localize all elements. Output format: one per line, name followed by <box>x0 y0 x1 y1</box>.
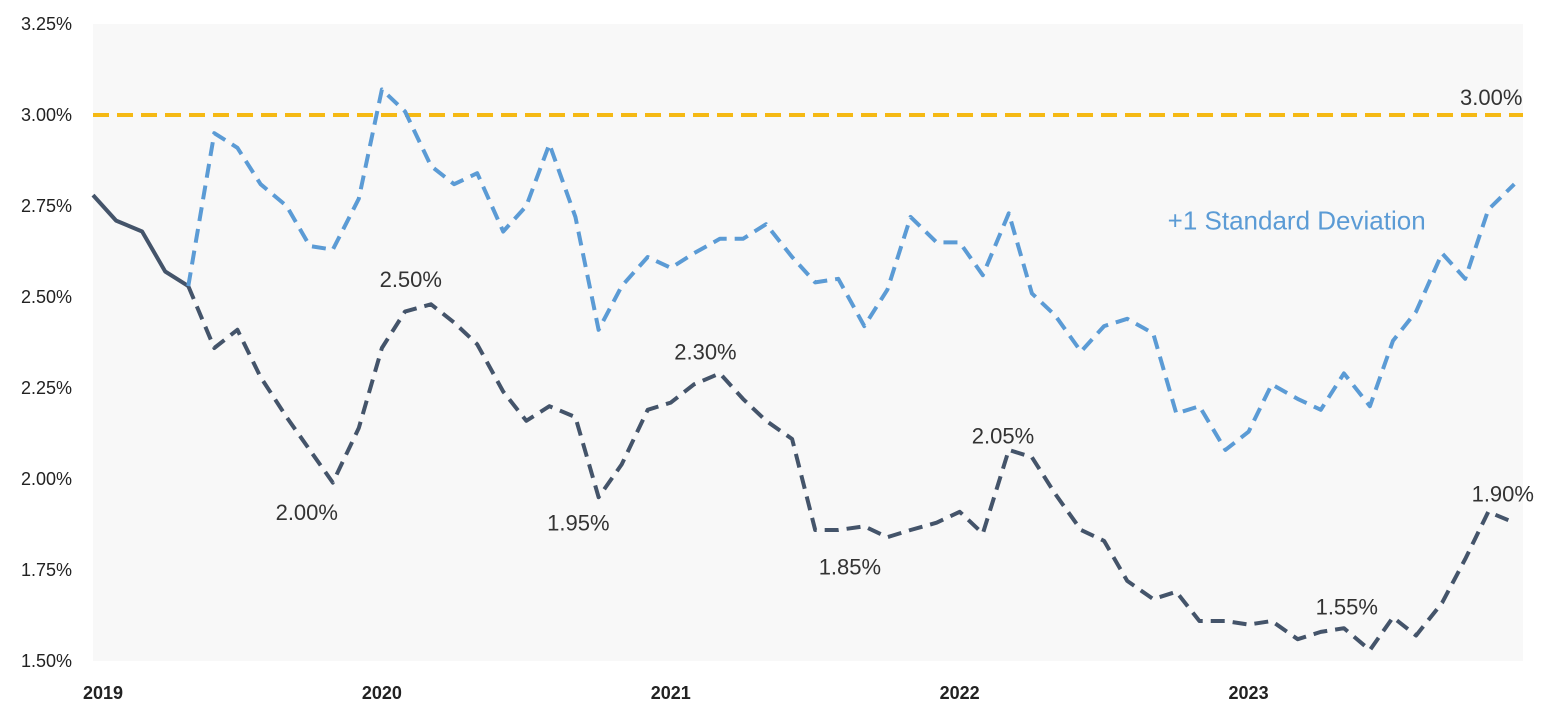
data-label: 2.00% <box>276 500 338 525</box>
y-axis: 3.25% 3.00% 2.75% 2.50% 2.25% 2.00% 1.75% 1.50% <box>21 14 72 671</box>
x-tick-label: 2022 <box>940 683 980 703</box>
y-tick-label: 2.75% <box>21 196 72 216</box>
data-label: 2.50% <box>380 267 442 292</box>
x-axis: 2019 2020 2021 2022 2023 <box>83 683 1269 703</box>
series-line-history <box>91 193 190 288</box>
data-label: 1.55% <box>1316 594 1378 619</box>
x-tick-label: 2023 <box>1229 683 1269 703</box>
data-label: 1.85% <box>819 554 881 579</box>
y-tick-label: 2.00% <box>21 469 72 489</box>
series-label-plus-1-std-dev: +1 Standard Deviation <box>1168 206 1426 236</box>
data-label: 2.30% <box>674 340 736 365</box>
x-tick-label: 2021 <box>651 683 691 703</box>
plot-area <box>93 24 1523 661</box>
y-tick-label: 1.50% <box>21 651 72 671</box>
y-tick-label: 1.75% <box>21 560 72 580</box>
y-tick-label: 3.25% <box>21 14 72 34</box>
y-tick-label: 2.50% <box>21 287 72 307</box>
y-tick-label: 3.00% <box>21 105 72 125</box>
data-label: 1.90% <box>1472 482 1534 507</box>
series-layer <box>91 87 1516 653</box>
data-label: 1.95% <box>547 511 609 536</box>
y-tick-label: 2.25% <box>21 378 72 398</box>
series-line-upper <box>186 87 1516 452</box>
x-tick-label: 2020 <box>362 683 402 703</box>
data-label: 2.05% <box>972 423 1034 448</box>
x-tick-label: 2019 <box>83 683 123 703</box>
data-label: 3.00% <box>1460 85 1522 110</box>
series-line-central <box>186 285 1516 653</box>
annotation-layer: 2.00% 2.50% 1.95% 2.30% 1.85% 2.05% 1.55% 1.90%… <box>276 85 1534 620</box>
